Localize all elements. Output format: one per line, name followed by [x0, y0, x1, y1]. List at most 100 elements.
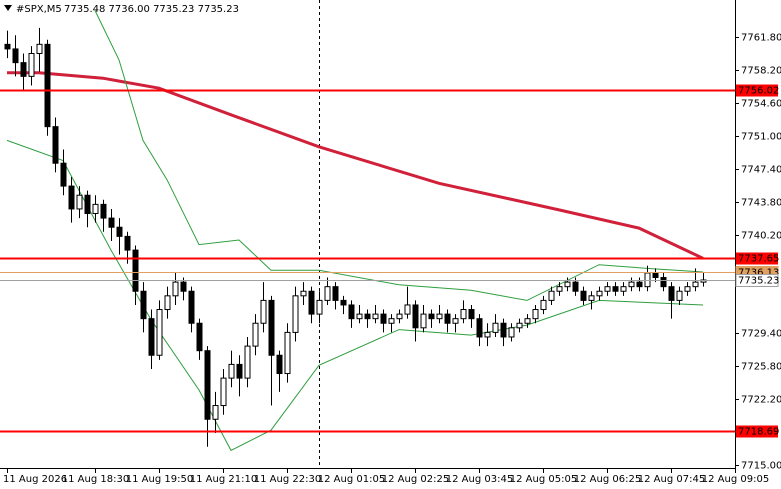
y-tick-label: 7725.80 — [741, 362, 781, 373]
candle-body — [148, 318, 155, 356]
candle-body — [124, 235, 131, 251]
candle-body — [172, 281, 179, 297]
candle-body — [180, 281, 187, 292]
candle-body — [316, 299, 323, 315]
candle-body — [236, 363, 243, 379]
candle-body — [60, 162, 67, 187]
candle-body — [692, 281, 699, 288]
x-tick-label: 11 Aug 2026 — [3, 474, 67, 485]
y-tick-label: 7729.40 — [741, 329, 781, 340]
candle-body — [500, 322, 507, 338]
x-tick-label: 12 Aug 07:45 — [638, 474, 705, 485]
moving-average — [7, 71, 704, 260]
y-tick-label: 7743.80 — [741, 198, 781, 209]
y-tick-label: 7761.80 — [741, 33, 781, 44]
y-tick-label: 7747.40 — [741, 165, 781, 176]
price-level-label: 7736.13 — [738, 268, 779, 279]
candle-body — [204, 350, 211, 420]
candle-body — [420, 313, 427, 329]
price-level-tag — [736, 84, 778, 97]
price-level-label: 7756.02 — [738, 86, 779, 97]
candle-body — [132, 249, 139, 292]
x-tick-label: 12 Aug 03:45 — [446, 474, 513, 485]
price-level-tag — [735, 274, 779, 287]
x-tick-label: 11 Aug 19:50 — [126, 474, 193, 485]
candle-body — [676, 290, 683, 301]
candle-body — [76, 194, 83, 210]
candle-body — [452, 318, 459, 324]
candle-body — [164, 295, 171, 311]
candle-body — [476, 318, 483, 338]
y-tick-label: 7758.20 — [741, 66, 781, 77]
candle-body — [532, 309, 539, 320]
x-tick-label: 12 Aug 09:05 — [702, 474, 769, 485]
quote: 7735.48 7736.00 7735.23 7735.23 — [64, 4, 239, 15]
candle-body — [508, 327, 515, 338]
candle-body — [556, 286, 563, 292]
candle-body — [588, 295, 595, 301]
candle-body — [188, 290, 195, 324]
candle-body — [652, 272, 659, 279]
price-level-label: 7735.23 — [738, 276, 779, 287]
candle-body — [332, 286, 339, 301]
candle-body — [604, 286, 611, 292]
candle-body — [252, 322, 259, 347]
candle-body — [668, 286, 675, 301]
candle-body — [412, 304, 419, 329]
x-tick-label: 12 Aug 01:05 — [318, 474, 385, 485]
candle-body — [348, 304, 355, 320]
candle-body — [228, 363, 235, 379]
candle-body — [212, 405, 219, 420]
candle-body — [380, 313, 387, 324]
candle-body — [572, 281, 579, 292]
candle-body — [660, 277, 667, 288]
candle-body — [484, 331, 491, 338]
x-tick-label: 11 Aug 22:30 — [254, 474, 321, 485]
candle-body — [324, 286, 331, 301]
candle-body — [340, 299, 347, 306]
candle-body — [492, 322, 499, 333]
candle-body — [300, 290, 307, 297]
symbol: #SPX,M5 — [16, 4, 62, 15]
plot-area — [4, 0, 707, 468]
candle-body — [92, 203, 99, 215]
candle-body — [436, 313, 443, 320]
candle-body — [388, 318, 395, 324]
candle-body — [428, 313, 435, 320]
candle-body — [292, 295, 299, 333]
price-level-label: 7737.65 — [738, 254, 779, 265]
candle-body — [540, 299, 547, 311]
candle-body — [516, 322, 523, 329]
candle-body — [644, 272, 651, 288]
x-tick-label: 12 Aug 05:05 — [510, 474, 577, 485]
candle-body — [4, 43, 11, 50]
candle-body — [140, 290, 147, 320]
y-tick-label: 7754.60 — [741, 99, 781, 110]
candle-body — [260, 299, 267, 324]
x-tick-label: 12 Aug 02:25 — [382, 474, 449, 485]
candle-body — [44, 43, 51, 128]
candle-body — [12, 48, 19, 64]
candle-body — [20, 62, 27, 77]
candle-body — [100, 203, 107, 219]
candle-body — [196, 322, 203, 352]
candle-body — [524, 318, 531, 324]
candle-body — [276, 354, 283, 375]
candle-body — [364, 313, 371, 320]
x-tick-label: 12 Aug 06:25 — [574, 474, 641, 485]
candle-body — [68, 185, 75, 210]
candle-body — [700, 279, 707, 283]
price-level-tag — [736, 252, 778, 265]
candle-body — [284, 331, 291, 375]
candle-body — [580, 290, 587, 301]
candle-body — [220, 377, 227, 407]
price-level-tag — [736, 425, 778, 438]
candle-body — [244, 345, 251, 379]
y-tick-label: 7722.20 — [741, 395, 781, 406]
candle-body — [404, 304, 411, 315]
candle-body — [564, 281, 571, 288]
x-tick-label: 11 Aug 18:30 — [62, 474, 129, 485]
y-tick-label: 7715.00 — [741, 461, 781, 472]
candle-body — [444, 313, 451, 324]
